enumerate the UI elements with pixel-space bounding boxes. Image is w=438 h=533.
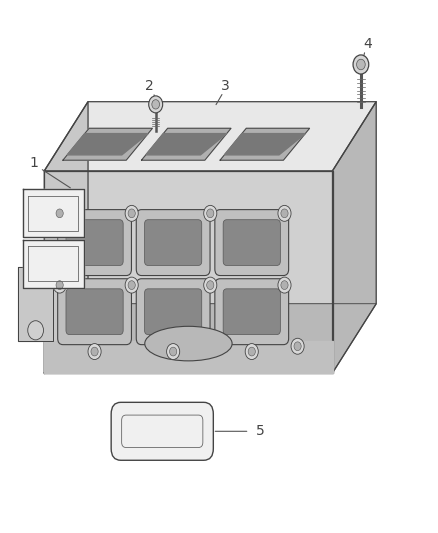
Polygon shape (220, 128, 310, 160)
Circle shape (170, 347, 177, 356)
Polygon shape (146, 134, 226, 155)
Circle shape (278, 277, 291, 293)
Polygon shape (18, 266, 53, 341)
Polygon shape (63, 128, 152, 160)
Polygon shape (44, 341, 332, 373)
Circle shape (357, 59, 365, 70)
Polygon shape (22, 240, 84, 288)
Polygon shape (44, 171, 332, 373)
Circle shape (248, 347, 255, 356)
Circle shape (125, 205, 138, 221)
FancyBboxPatch shape (58, 209, 131, 276)
FancyBboxPatch shape (136, 279, 210, 345)
Circle shape (281, 281, 288, 289)
Circle shape (207, 281, 214, 289)
Circle shape (56, 281, 63, 289)
Circle shape (294, 342, 301, 351)
Circle shape (204, 205, 217, 221)
Circle shape (53, 205, 66, 221)
FancyBboxPatch shape (223, 220, 280, 265)
FancyBboxPatch shape (215, 279, 289, 345)
Circle shape (88, 344, 101, 360)
Polygon shape (224, 134, 305, 155)
Text: 1: 1 (29, 156, 38, 170)
Circle shape (56, 209, 63, 217)
Circle shape (291, 338, 304, 354)
Circle shape (128, 209, 135, 217)
FancyBboxPatch shape (111, 402, 213, 461)
FancyBboxPatch shape (66, 220, 123, 265)
Circle shape (353, 55, 369, 74)
Circle shape (207, 209, 214, 217)
Polygon shape (44, 102, 376, 171)
Circle shape (28, 321, 43, 340)
Circle shape (125, 277, 138, 293)
Circle shape (53, 277, 66, 293)
Ellipse shape (145, 326, 232, 361)
FancyBboxPatch shape (66, 289, 123, 335)
Circle shape (166, 344, 180, 360)
Circle shape (204, 277, 217, 293)
Polygon shape (22, 189, 84, 237)
Polygon shape (332, 102, 376, 373)
Circle shape (149, 96, 162, 113)
Circle shape (91, 347, 98, 356)
Text: 4: 4 (363, 37, 372, 51)
FancyBboxPatch shape (223, 289, 280, 335)
FancyBboxPatch shape (145, 289, 202, 335)
FancyBboxPatch shape (145, 220, 202, 265)
Circle shape (278, 205, 291, 221)
Polygon shape (67, 134, 148, 155)
Polygon shape (141, 128, 231, 160)
Text: 5: 5 (256, 424, 265, 438)
FancyBboxPatch shape (58, 279, 131, 345)
Polygon shape (44, 102, 88, 373)
FancyBboxPatch shape (215, 209, 289, 276)
FancyBboxPatch shape (136, 209, 210, 276)
Circle shape (152, 100, 159, 109)
Text: 2: 2 (145, 79, 153, 93)
Circle shape (245, 344, 258, 360)
Text: 3: 3 (221, 79, 230, 93)
Polygon shape (44, 304, 376, 373)
Circle shape (28, 268, 43, 287)
Circle shape (281, 209, 288, 217)
Circle shape (128, 281, 135, 289)
